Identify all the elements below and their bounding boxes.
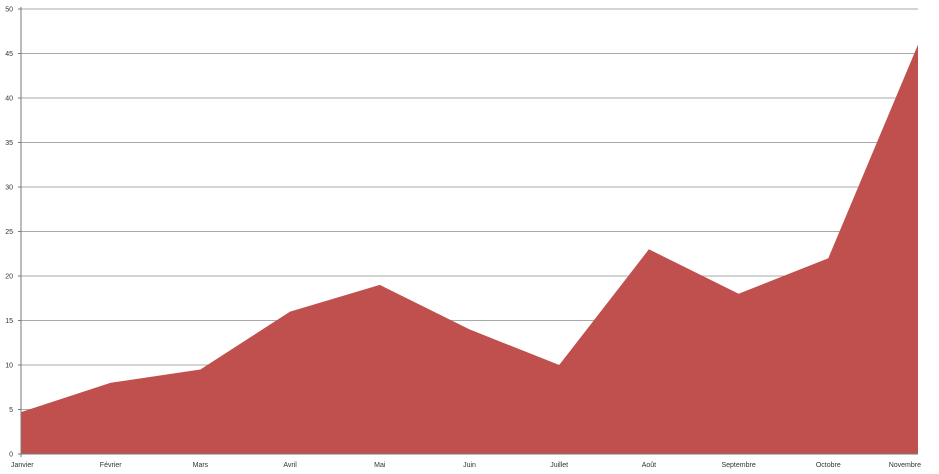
y-tick-label: 5 (9, 407, 13, 414)
area-layer (20, 44, 919, 454)
x-tick-label: Octobre (816, 462, 841, 469)
axis-layer (18, 7, 918, 457)
x-tick-label: Janvier (11, 462, 34, 469)
x-tick-label: Mai (374, 462, 386, 469)
y-tick-label: 10 (5, 363, 13, 370)
grid-layer (21, 8, 918, 410)
x-tick-label: Avril (283, 462, 297, 469)
x-tick-label: Février (100, 462, 122, 469)
y-tick-label: 0 (9, 452, 13, 459)
x-tick-label: Novembre (889, 462, 921, 469)
area-series-0 (21, 44, 918, 454)
label-layer: 0 5 10 15 20 25 30 35 40 45 50 Janvier Février Mars Av… (5, 7, 921, 470)
y-tick-label: 15 (5, 318, 13, 325)
y-tick-label: 40 (5, 96, 13, 103)
y-tick-label: 45 (5, 51, 13, 58)
x-tick-label: Juillet (550, 462, 568, 469)
y-tick-label: 20 (5, 274, 13, 281)
y-tick-label: 30 (5, 185, 13, 192)
x-tick-label: Août (642, 462, 656, 469)
y-tick-label: 25 (5, 229, 13, 236)
x-tick-label: Juin (463, 462, 476, 469)
y-tick-label: 35 (5, 140, 13, 147)
x-tick-label: Septembre (721, 462, 755, 469)
y-tick-label: 50 (5, 7, 13, 14)
x-tick-label: Mars (193, 462, 209, 469)
